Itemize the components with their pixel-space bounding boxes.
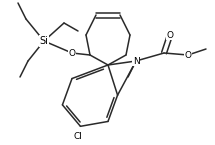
Text: N: N: [133, 57, 139, 66]
Text: Si: Si: [40, 36, 48, 46]
Text: O: O: [184, 50, 192, 59]
Text: Cl: Cl: [74, 132, 83, 141]
Text: O: O: [166, 30, 174, 39]
Text: O: O: [69, 48, 75, 58]
